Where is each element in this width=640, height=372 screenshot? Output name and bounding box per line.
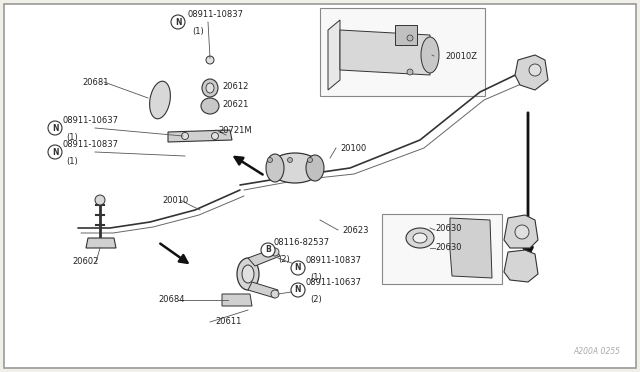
Ellipse shape bbox=[201, 98, 219, 114]
Ellipse shape bbox=[206, 83, 214, 93]
Polygon shape bbox=[515, 55, 548, 90]
Circle shape bbox=[515, 225, 529, 239]
Ellipse shape bbox=[421, 37, 439, 73]
Text: N: N bbox=[295, 263, 301, 273]
Circle shape bbox=[206, 56, 214, 64]
Text: (1): (1) bbox=[310, 273, 322, 282]
Circle shape bbox=[291, 283, 305, 297]
Polygon shape bbox=[168, 130, 232, 142]
Ellipse shape bbox=[242, 265, 254, 283]
Bar bbox=[382, 214, 502, 284]
Ellipse shape bbox=[413, 233, 427, 243]
Text: (2): (2) bbox=[278, 255, 290, 264]
Text: 20630: 20630 bbox=[435, 244, 461, 253]
Circle shape bbox=[261, 243, 275, 257]
Circle shape bbox=[291, 261, 305, 275]
Text: 08911-10637: 08911-10637 bbox=[306, 278, 362, 287]
Text: B: B bbox=[265, 246, 271, 254]
Text: 20684: 20684 bbox=[158, 295, 184, 305]
Circle shape bbox=[271, 248, 279, 256]
Polygon shape bbox=[248, 282, 278, 298]
Text: N: N bbox=[175, 17, 181, 26]
Ellipse shape bbox=[266, 154, 284, 182]
Circle shape bbox=[171, 15, 185, 29]
Circle shape bbox=[268, 157, 273, 163]
Circle shape bbox=[307, 157, 312, 163]
Text: 08911-10837: 08911-10837 bbox=[62, 140, 118, 149]
Text: 20621: 20621 bbox=[222, 99, 248, 109]
Circle shape bbox=[407, 69, 413, 75]
Text: (2): (2) bbox=[310, 295, 322, 304]
Circle shape bbox=[211, 132, 218, 140]
Circle shape bbox=[529, 64, 541, 76]
Polygon shape bbox=[248, 248, 280, 266]
Text: 20630: 20630 bbox=[435, 224, 461, 232]
Polygon shape bbox=[222, 294, 252, 306]
Text: 08911-10637: 08911-10637 bbox=[62, 116, 118, 125]
Text: 20612: 20612 bbox=[222, 81, 248, 90]
Text: 20010Z: 20010Z bbox=[445, 51, 477, 61]
Text: (1): (1) bbox=[192, 27, 204, 36]
Text: (1): (1) bbox=[66, 157, 77, 166]
Circle shape bbox=[271, 290, 279, 298]
Circle shape bbox=[48, 121, 62, 135]
Polygon shape bbox=[504, 250, 538, 282]
Circle shape bbox=[287, 157, 292, 163]
Polygon shape bbox=[504, 215, 538, 248]
Text: A200A 0255: A200A 0255 bbox=[573, 347, 620, 356]
Polygon shape bbox=[340, 30, 430, 75]
Bar bbox=[320, 8, 485, 96]
Text: 20611: 20611 bbox=[215, 317, 241, 327]
Text: 20100: 20100 bbox=[340, 144, 366, 153]
Text: 20010: 20010 bbox=[162, 196, 188, 205]
Circle shape bbox=[48, 145, 62, 159]
Polygon shape bbox=[86, 238, 116, 248]
Ellipse shape bbox=[237, 258, 259, 290]
Circle shape bbox=[95, 195, 105, 205]
Text: 20602: 20602 bbox=[72, 257, 99, 266]
Text: 08911-10837: 08911-10837 bbox=[188, 10, 244, 19]
Circle shape bbox=[182, 132, 189, 140]
Bar bbox=[395, 25, 417, 45]
Text: N: N bbox=[52, 148, 58, 157]
Text: 20623: 20623 bbox=[342, 225, 369, 234]
Text: N: N bbox=[52, 124, 58, 132]
Ellipse shape bbox=[202, 79, 218, 97]
Polygon shape bbox=[450, 218, 492, 278]
Text: 20681: 20681 bbox=[82, 77, 109, 87]
Text: 20721M: 20721M bbox=[218, 125, 252, 135]
Circle shape bbox=[407, 35, 413, 41]
Text: (1): (1) bbox=[66, 133, 77, 142]
Ellipse shape bbox=[406, 228, 434, 248]
Ellipse shape bbox=[150, 81, 170, 119]
Ellipse shape bbox=[306, 155, 324, 181]
Polygon shape bbox=[328, 20, 340, 90]
Text: 08116-82537: 08116-82537 bbox=[274, 238, 330, 247]
Text: 08911-10837: 08911-10837 bbox=[306, 256, 362, 265]
Text: N: N bbox=[295, 285, 301, 295]
Ellipse shape bbox=[269, 153, 321, 183]
